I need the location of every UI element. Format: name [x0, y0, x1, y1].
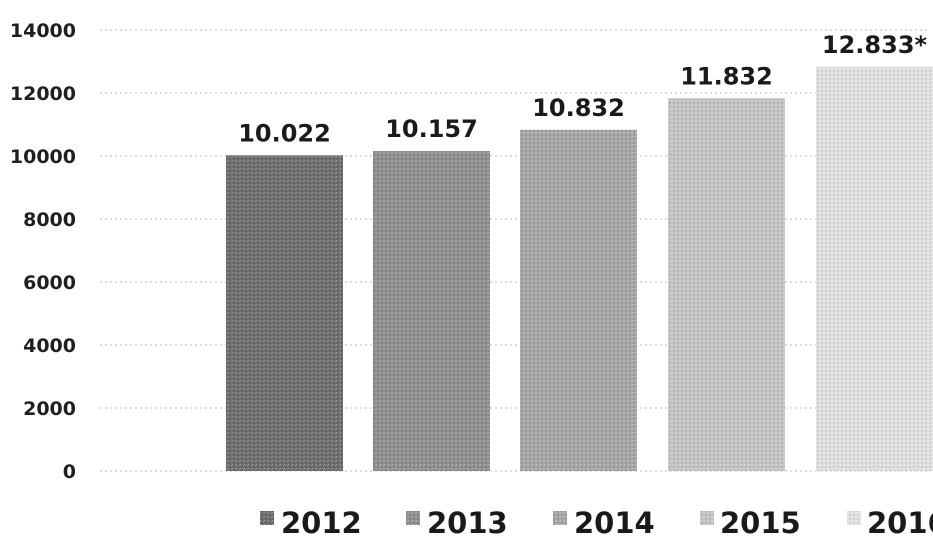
- legend-label-2014: 2014: [574, 506, 655, 537]
- data-label-2014: 10.832: [532, 94, 625, 122]
- y-tick-label: 2000: [23, 398, 76, 420]
- legend-label-2016: 2016: [867, 506, 933, 537]
- data-labels: 10.022 10.157 10.832 11.832 12.833*: [238, 31, 927, 148]
- legend-swatch-texture: [847, 511, 861, 525]
- y-tick-label: 6000: [23, 272, 76, 294]
- bar-texture: [816, 66, 933, 471]
- legend: 2012 2013 2014 2015 2016: [260, 506, 933, 537]
- legend-swatch-texture: [553, 511, 567, 525]
- bar-texture: [520, 129, 637, 472]
- data-label-2015: 11.832: [680, 62, 773, 90]
- legend-swatch-texture: [406, 511, 420, 525]
- data-label-2016: 12.833*: [822, 31, 928, 59]
- bar-texture: [373, 151, 490, 471]
- bars: [226, 66, 933, 472]
- y-tick-label: 10000: [10, 146, 76, 168]
- legend-label-2013: 2013: [427, 506, 508, 537]
- y-tick-label: 14000: [10, 20, 76, 42]
- y-axis: 0 2000 4000 6000 8000 10000 12000 14000: [10, 20, 76, 483]
- bar-texture: [668, 98, 785, 472]
- legend-label-2015: 2015: [720, 506, 801, 537]
- legend-label-2012: 2012: [281, 506, 362, 537]
- legend-swatch-texture: [700, 511, 714, 525]
- legend-swatch-texture: [260, 511, 274, 525]
- data-label-2012: 10.022: [238, 119, 331, 147]
- data-label-2013: 10.157: [385, 115, 478, 143]
- y-tick-label: 8000: [23, 209, 76, 231]
- gridlines: [100, 29, 930, 472]
- y-tick-label: 4000: [23, 335, 76, 357]
- y-tick-label: 0: [63, 461, 76, 483]
- bar-texture: [226, 155, 343, 471]
- y-tick-label: 12000: [10, 83, 76, 105]
